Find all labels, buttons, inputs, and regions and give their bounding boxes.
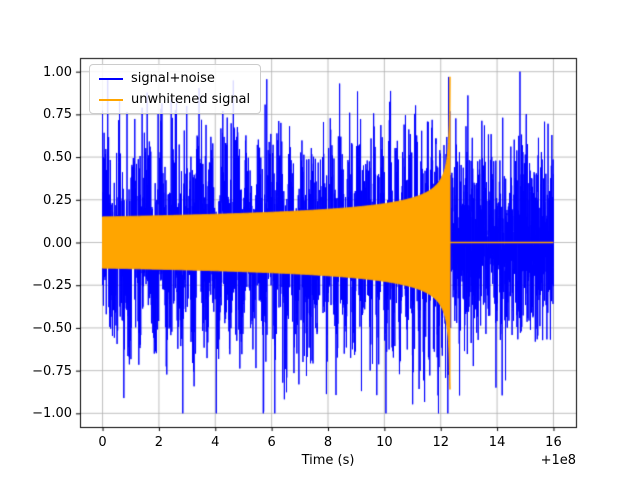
legend: signal+noise unwhitened signal <box>89 64 262 114</box>
legend-line-unwhitened-signal-icon <box>99 98 123 101</box>
x-tick-label: 16 <box>545 435 562 450</box>
x-axis-offset-label: +1e8 <box>540 453 576 468</box>
x-tick-label: 12 <box>432 435 449 450</box>
y-tick-label: −0.50 <box>32 320 72 336</box>
y-tick-label: 0.75 <box>43 107 72 123</box>
y-tick-label: 0.00 <box>43 235 72 251</box>
y-tick-label: 0.50 <box>43 150 72 166</box>
y-tick-label: −0.75 <box>32 363 72 379</box>
x-tick-label: 0 <box>98 435 107 450</box>
y-tick-label: 1.00 <box>43 64 72 80</box>
legend-item-unwhitened-signal: unwhitened signal <box>99 92 250 107</box>
x-tick-label: 8 <box>323 435 333 450</box>
legend-item-signal-noise: signal+noise <box>99 71 250 86</box>
y-tick-label: −0.25 <box>32 278 72 294</box>
y-tick-label: −1.00 <box>32 406 72 422</box>
legend-label-unwhitened-signal: unwhitened signal <box>131 92 251 107</box>
x-tick-label: 14 <box>488 435 506 450</box>
y-tick-label: 0.25 <box>43 192 72 208</box>
x-tick-label: 2 <box>154 435 164 450</box>
legend-label-signal-noise: signal+noise <box>131 71 215 86</box>
x-tick-label: 4 <box>211 435 220 450</box>
x-tick-label: 6 <box>267 435 276 450</box>
x-tick-label: 10 <box>376 435 393 450</box>
legend-line-signal-noise-icon <box>99 77 123 80</box>
x-axis-label: Time (s) <box>301 453 355 468</box>
